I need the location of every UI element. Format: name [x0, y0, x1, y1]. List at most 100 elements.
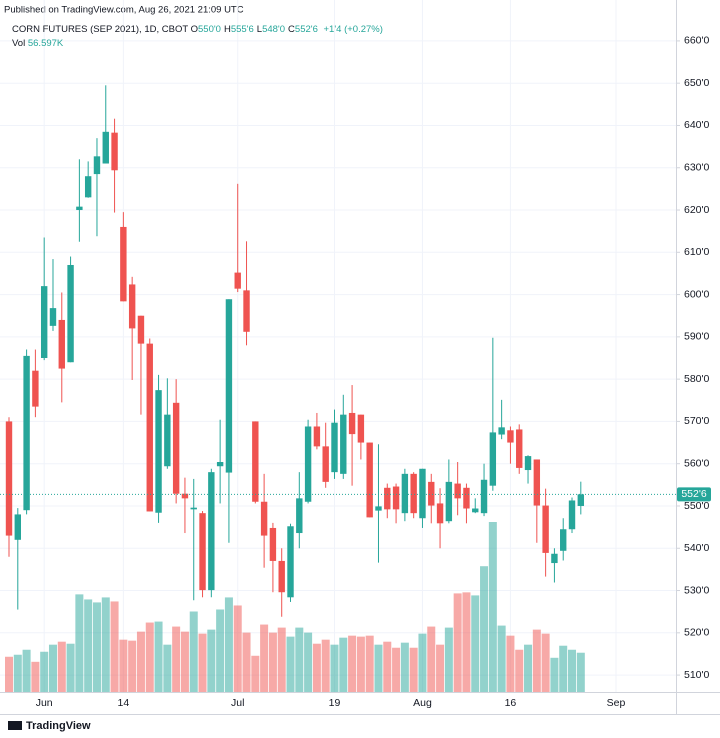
y-tick-label: 590'0: [684, 331, 710, 343]
y-tick-label: 540'0: [684, 542, 710, 554]
candle-body: [49, 308, 57, 326]
volume-bar: [462, 592, 471, 692]
candle-body: [269, 527, 277, 561]
candle-body: [436, 503, 444, 524]
volume-legend: Vol 56.597K: [12, 38, 63, 49]
y-tick-label: 560'0: [684, 457, 710, 469]
candle-body: [560, 529, 567, 551]
candle-body: [146, 343, 153, 512]
candle-body: [577, 494, 585, 506]
y-tick-label: 610'0: [684, 246, 710, 258]
candle-body: [401, 473, 409, 514]
volume-bar: [57, 641, 66, 692]
volume-bar: [136, 631, 145, 692]
ohlc: O550'0 H555'6 L548'0 C552'6: [191, 24, 321, 35]
volume-bar: [101, 597, 110, 692]
ohlc-value: 552'6: [294, 24, 318, 35]
candle-body: [348, 412, 356, 435]
volume-bar: [400, 642, 409, 692]
volume-bar: [242, 632, 251, 692]
volume-bar: [348, 635, 357, 692]
candle-body: [392, 486, 400, 510]
candle-body: [67, 264, 74, 363]
ohlc-label: O: [190, 24, 198, 35]
candle-body: [331, 422, 338, 473]
candle-body: [199, 513, 206, 591]
candle-body: [181, 493, 189, 499]
candle-body: [32, 370, 39, 407]
candle-body: [5, 421, 13, 536]
volume-bar: [180, 631, 189, 692]
last-price-tag: [677, 487, 711, 502]
x-tick-label: Jul: [231, 697, 244, 709]
candle-body: [287, 526, 294, 598]
candle-body: [304, 426, 312, 502]
candle-body: [278, 560, 285, 593]
candle-body: [533, 459, 541, 506]
candle-body: [489, 432, 497, 486]
candle-body: [172, 402, 180, 494]
candle-body: [445, 481, 453, 522]
volume-bar: [198, 633, 207, 692]
volume-bar: [224, 597, 233, 692]
volume-bar: [356, 636, 365, 692]
x-tick-label: 16: [505, 697, 517, 709]
candle-body: [410, 473, 417, 514]
volume-bar: [339, 637, 348, 692]
candle-body: [480, 479, 488, 514]
x-tick-label: 14: [118, 697, 130, 709]
candle-body: [498, 427, 505, 435]
volume-bar: [497, 625, 506, 692]
volume-bar: [216, 609, 225, 692]
candle-body: [313, 426, 321, 447]
candle-body: [568, 500, 576, 530]
volume-bar: [576, 652, 585, 692]
volume-bar: [40, 651, 49, 692]
volume-bar: [110, 601, 119, 692]
change: +1'4 (+0.27%): [323, 24, 383, 35]
volume-bar: [532, 629, 541, 692]
grid-layer: [0, 0, 676, 692]
candle-body: [111, 132, 118, 171]
volume-bar: [374, 644, 383, 692]
volume-bar: [277, 627, 286, 692]
candle-body: [155, 390, 162, 513]
volume-bar: [444, 627, 453, 692]
volume-bar: [427, 626, 436, 692]
volume-bar: [84, 599, 93, 692]
y-tick-label: 530'0: [684, 584, 710, 596]
candle-body: [340, 414, 347, 474]
volume-bar: [48, 644, 57, 692]
candle-body: [93, 156, 101, 175]
volume-bar: [5, 656, 13, 692]
candle-body: [76, 206, 83, 211]
volume-bar: [260, 624, 269, 692]
volume-bar: [66, 643, 75, 692]
candle-body: [23, 355, 30, 511]
candle-body: [164, 414, 171, 467]
volume-bar: [559, 645, 568, 692]
volume-bar: [471, 595, 480, 692]
volume-value: 56.597K: [27, 38, 64, 49]
x-tick-label: Jun: [36, 697, 53, 709]
volume-bar: [75, 594, 84, 692]
volume-bar: [321, 639, 330, 692]
volume-bar: [233, 605, 242, 692]
candle-body: [428, 481, 435, 506]
candle-body: [120, 226, 127, 302]
volume-bar: [312, 643, 321, 692]
candle-body: [260, 501, 268, 536]
y-tick-label: 580'0: [684, 373, 710, 385]
volume-bar: [365, 635, 374, 692]
candle-body: [234, 272, 241, 289]
footer-brand: TradingView: [26, 720, 91, 732]
volume-bar: [480, 566, 489, 692]
symbol: CORN FUTURES (SEP 2021), 1D, CBOT: [12, 24, 188, 35]
volume-bar: [515, 649, 524, 692]
volume-bar: [154, 621, 163, 692]
volume-bar: [119, 639, 128, 692]
candle-body: [84, 176, 92, 198]
